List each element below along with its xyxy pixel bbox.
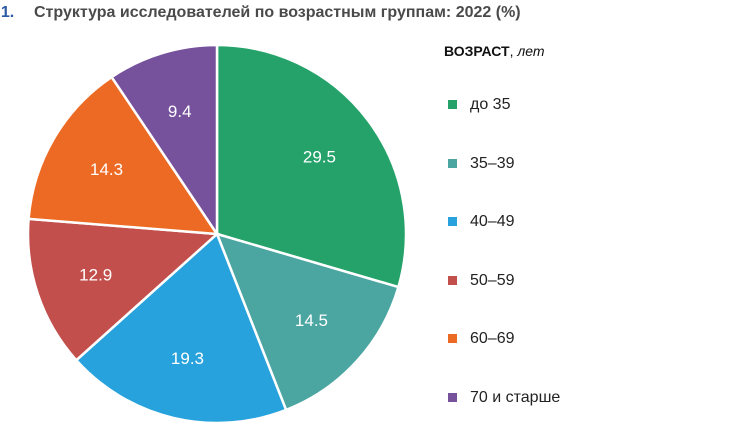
figure-title: Структура исследователей по возрастным г… (34, 4, 521, 21)
legend-title-separator: , (509, 43, 518, 59)
slice-value-label: 19.3 (171, 349, 204, 368)
legend-swatch (448, 158, 457, 168)
legend-title: ВОЗРАСТ, лет (444, 43, 545, 59)
legend-title-main: ВОЗРАСТ (444, 43, 510, 59)
pie-slice (109, 43, 219, 239)
slice-value-label: 12.9 (79, 265, 112, 284)
legend-swatch (448, 100, 457, 109)
pie-slice (74, 231, 288, 425)
slice-value-label: 29.5 (303, 148, 336, 167)
legend-swatch (448, 217, 457, 227)
legend-swatch (448, 275, 457, 285)
pie-slices (26, 43, 408, 425)
legend-label: 60–69 (470, 330, 515, 348)
legend-label: 70 и старше (470, 389, 561, 406)
legend-swatch (448, 334, 457, 344)
slice-value-label: 9.4 (168, 102, 192, 121)
legend-swatch (448, 393, 457, 402)
pie-value-labels: 29.5 14.5 19.3 12.9 14.3 9.4 (79, 102, 336, 368)
legend-label: до 35 (470, 96, 511, 113)
pie-slice (27, 75, 220, 236)
legend-label: 50–59 (470, 271, 515, 289)
slice-value-label: 14.5 (295, 311, 328, 330)
legend-label: 40–49 (470, 213, 515, 231)
legend-label: 35–39 (470, 154, 515, 172)
pie-slice (26, 217, 221, 362)
pie-slice (215, 43, 408, 289)
pie-slice (214, 232, 400, 412)
legend-title-unit: лет (517, 43, 545, 59)
slice-value-label: 14.3 (90, 160, 123, 179)
figure-number: . 1. (0, 4, 15, 21)
